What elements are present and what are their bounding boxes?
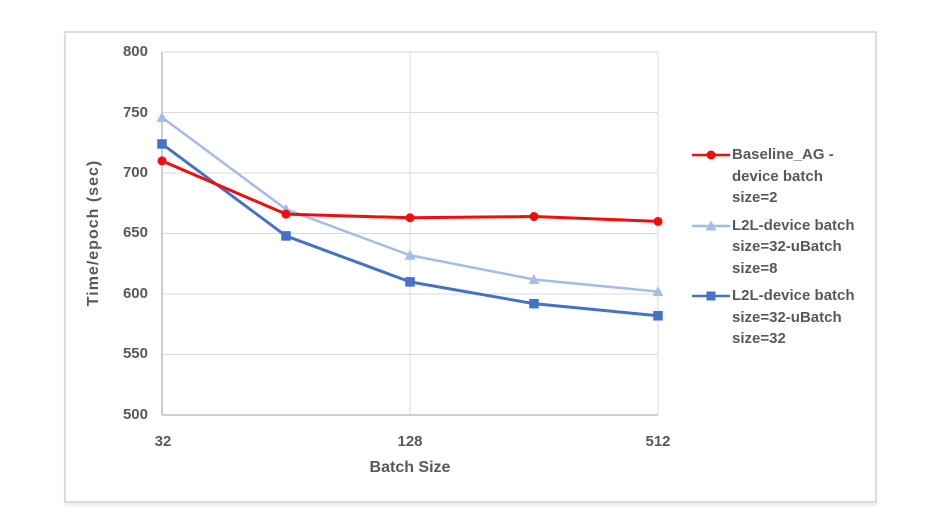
y-axis-tick-label: 700	[122, 164, 148, 181]
y-axis-tick-label: 750	[122, 104, 148, 121]
chart-legend: Baseline_AG - device batch size=2 L2L-de…	[692, 144, 882, 356]
legend-marker-circle-icon	[692, 150, 730, 160]
triangle-marker-icon	[705, 220, 717, 230]
y-axis-tick-label: 500	[122, 406, 148, 423]
y-axis-tick-label: 600	[122, 285, 148, 302]
legend-label: Baseline_AG - device batch size=2	[732, 146, 834, 206]
legend-marker-triangle-icon	[692, 220, 730, 230]
x-axis-tick-label: 512	[645, 433, 671, 450]
legend-label: L2L-device batch size=32-uBatch size=32	[732, 287, 855, 347]
circle-marker-icon	[706, 150, 716, 160]
legend-label: L2L-device batch size=32-uBatch size=8	[732, 216, 855, 277]
square-marker-icon	[706, 291, 716, 301]
legend-marker-square-icon	[692, 291, 730, 301]
x-axis-title: Batch Size	[369, 459, 451, 476]
legend-item: L2L-device batch size=32-uBatch size=8	[692, 215, 882, 280]
y-axis-tick-label: 800	[122, 43, 148, 60]
y-axis-tick-label: 650	[122, 224, 148, 241]
y-axis-tick-label: 550	[122, 345, 148, 362]
y-axis-title: Time/epoch (sec)	[85, 159, 102, 307]
legend-item: Baseline_AG - device batch size=2	[692, 144, 882, 209]
x-axis-tick-label: 128	[397, 433, 423, 450]
x-axis-tick-label: 32	[154, 433, 172, 450]
legend-item: L2L-device batch size=32-uBatch size=32	[692, 285, 882, 350]
